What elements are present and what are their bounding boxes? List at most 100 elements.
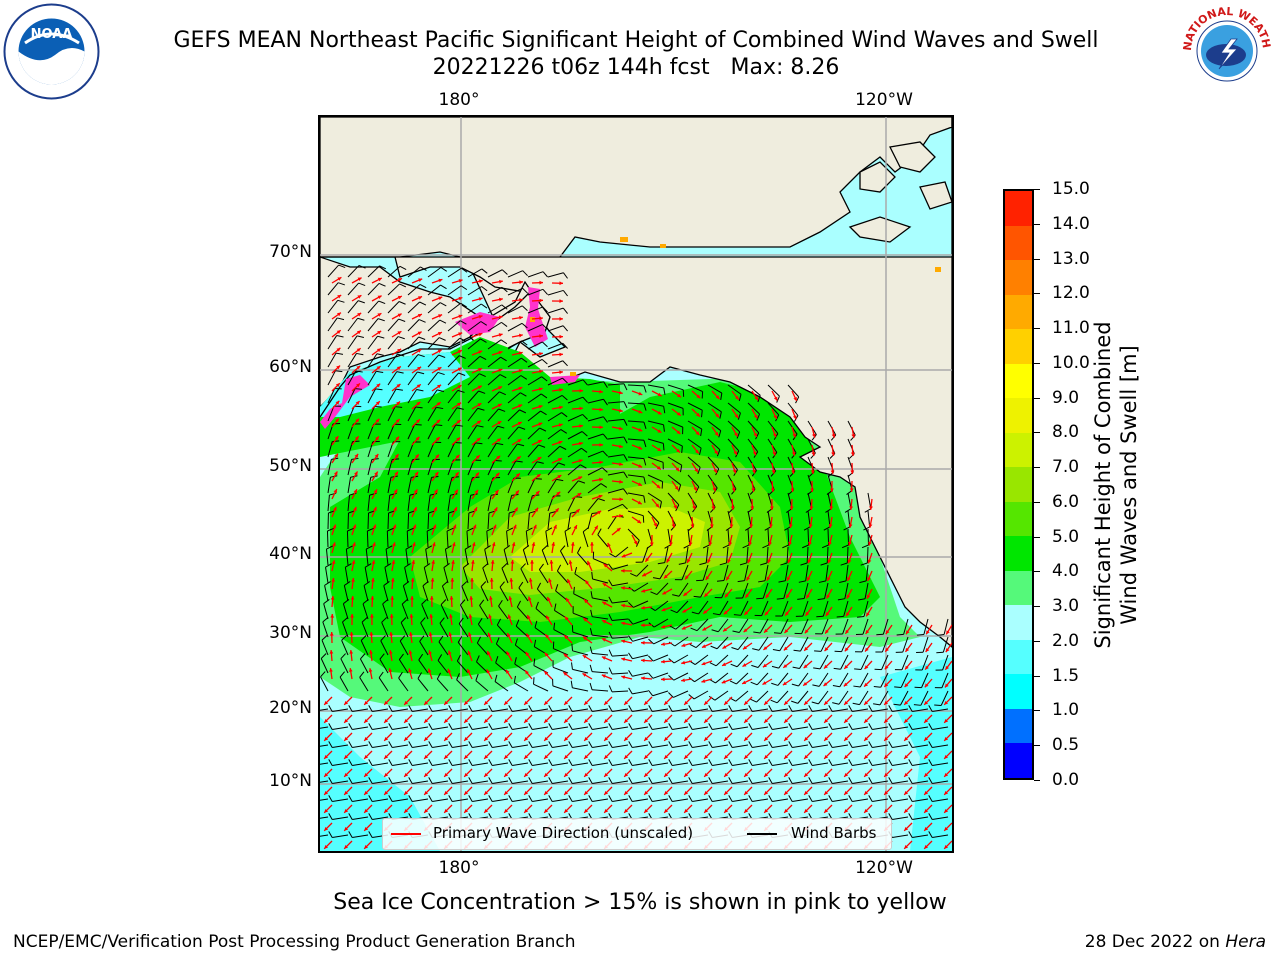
wave-arrow — [471, 524, 477, 536]
wind-barb — [476, 655, 489, 674]
wave-arrow — [323, 696, 333, 706]
wind-barb — [647, 420, 665, 432]
wave-arrow — [803, 750, 813, 760]
wind-barb — [367, 265, 387, 278]
wind-barb — [327, 440, 340, 458]
colorbar-tick-label: 5.0 — [1052, 526, 1080, 547]
wave-arrow — [351, 542, 356, 554]
wave-arrow — [469, 595, 474, 608]
wind-barb — [456, 654, 469, 674]
wave-band-cyan-east — [880, 657, 952, 851]
wind-barb — [778, 564, 789, 583]
wind-barb — [367, 300, 386, 314]
wave-arrow — [363, 714, 373, 724]
wind-barb — [710, 636, 729, 650]
wave-arrow — [805, 588, 813, 599]
wind-barb — [687, 456, 701, 475]
wave-arrow — [671, 390, 682, 398]
alaska-canada-land — [320, 117, 952, 648]
wind-barb — [707, 420, 722, 438]
colorbar-tick-label: 1.0 — [1052, 700, 1080, 721]
wave-arrow — [763, 714, 773, 724]
wind-barb — [467, 355, 487, 368]
wave-arrow — [663, 786, 673, 796]
wind-barb — [747, 402, 761, 421]
wave-arrow — [649, 534, 654, 547]
wind-barb — [934, 690, 949, 706]
wind-barb — [347, 300, 365, 314]
wind-barb — [628, 618, 649, 625]
wave-arrow — [823, 696, 833, 706]
wave-arrow — [803, 804, 813, 814]
wind-barb — [427, 267, 448, 278]
wind-barb — [817, 582, 829, 601]
wave-arrow — [491, 455, 501, 464]
wind-barb — [385, 545, 393, 566]
wave-arrow — [783, 750, 793, 760]
wind-barb — [628, 723, 649, 730]
wind-barb — [466, 527, 474, 548]
wind-barb — [488, 723, 509, 730]
wind-barb — [647, 492, 662, 509]
wind-barb — [506, 527, 514, 548]
wind-barb — [462, 563, 470, 584]
wave-arrow — [551, 334, 564, 339]
wind-barb — [571, 625, 589, 638]
wave-arrow — [551, 524, 557, 536]
wind-barb — [405, 545, 413, 566]
wave-arrow — [551, 370, 564, 375]
wave-arrow — [904, 678, 913, 688]
wind-barb — [448, 741, 469, 748]
wave-arrow — [746, 570, 753, 581]
wind-barb — [533, 677, 549, 692]
wind-barb — [648, 777, 669, 784]
wind-barb — [792, 654, 809, 670]
wave-arrow — [411, 278, 423, 284]
wave-arrow — [631, 444, 643, 450]
wave-arrow — [331, 347, 341, 356]
wave-arrow — [583, 732, 593, 742]
wave-arrow — [471, 489, 479, 500]
wave-arrow — [681, 642, 693, 648]
wave-arrow — [566, 578, 573, 590]
wind-barb — [501, 563, 509, 584]
colorbar-tick-label: 15.0 — [1052, 179, 1090, 199]
wave-arrow — [683, 786, 693, 796]
wind-barb — [367, 318, 385, 332]
wave-arrow — [351, 453, 359, 464]
wave-direction-legend-label: Primary Wave Direction (unscaled) — [433, 824, 694, 842]
wave-arrow — [431, 366, 442, 374]
wave-arrow — [828, 534, 833, 546]
wave-arrow — [783, 804, 793, 814]
wave-arrow — [525, 633, 533, 644]
wave-arrow — [323, 714, 333, 724]
wind-barb — [487, 391, 506, 404]
wind-barb — [528, 741, 549, 748]
wave-arrow — [923, 786, 933, 796]
wave-arrow — [711, 480, 717, 492]
wind-barb — [525, 527, 533, 548]
wind-barb — [768, 759, 789, 766]
credit-right: 28 Dec 2022 on Hera — [1085, 932, 1266, 952]
wave-arrow — [471, 385, 483, 392]
wave-arrow — [463, 732, 473, 742]
wind-barb — [341, 635, 349, 656]
wave-arrow — [466, 668, 473, 680]
wave-arrow — [443, 786, 453, 796]
wave-arrow — [471, 437, 481, 446]
wave-arrow — [711, 390, 720, 400]
wave-arrow — [543, 750, 553, 760]
wave-arrow — [511, 351, 523, 356]
sea-ice-note: Sea Ice Concentration > 15% is shown in … — [333, 890, 947, 915]
wind-barb — [422, 581, 429, 602]
wave-arrow — [483, 804, 493, 814]
credit-date: 28 Dec 2022 on — [1084, 932, 1226, 952]
wave-arrow — [711, 426, 719, 437]
wind-barb — [407, 319, 426, 332]
wave-arrow — [543, 696, 553, 706]
wind-barb — [347, 335, 365, 350]
wave-arrow — [671, 516, 676, 528]
wind-barb — [793, 636, 809, 652]
wave-arrow — [491, 403, 503, 410]
wave-arrow — [703, 768, 713, 778]
